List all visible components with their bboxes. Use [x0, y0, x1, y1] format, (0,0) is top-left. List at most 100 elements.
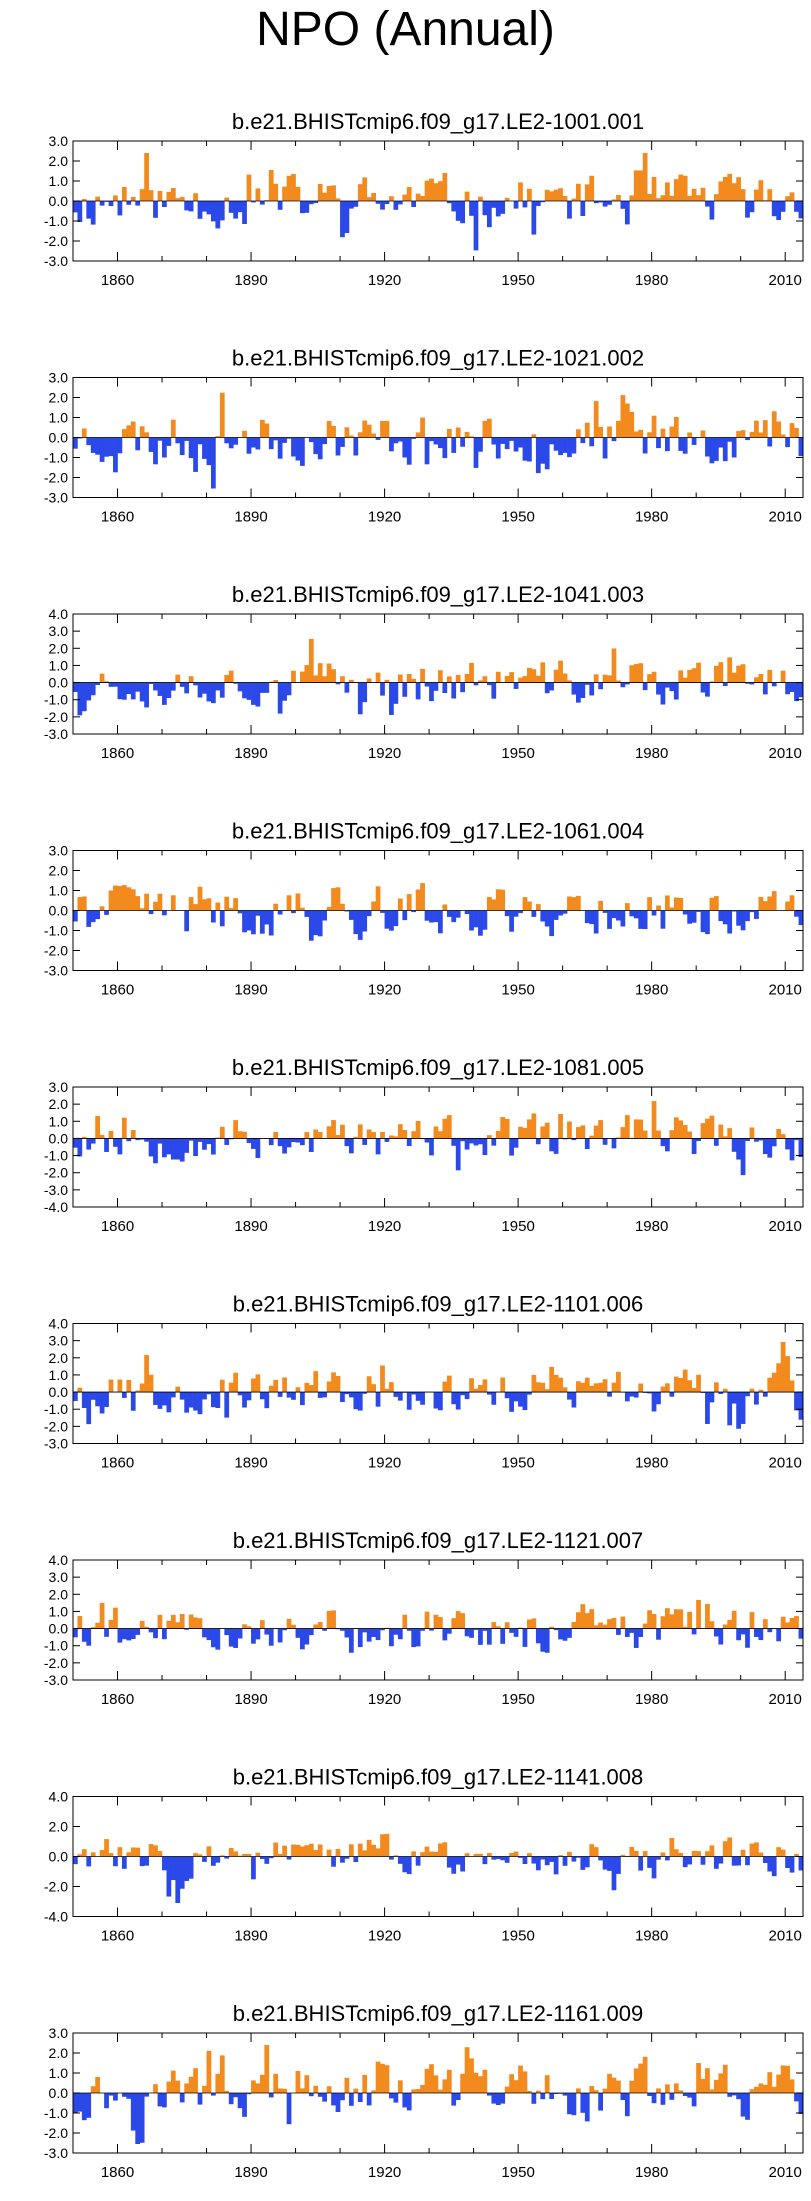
positive-bar	[691, 1850, 697, 1857]
negative-bar	[237, 2093, 243, 2109]
negative-bar	[81, 1628, 87, 1642]
positive-bar	[335, 1375, 341, 1393]
negative-bar	[130, 2093, 136, 2131]
positive-bar	[371, 1844, 376, 1857]
negative-bar	[460, 437, 466, 447]
positive-bar	[749, 1388, 755, 1393]
negative-bar	[469, 1138, 474, 1144]
y-tick-label: 3.0	[49, 2025, 69, 2041]
x-tick-label: 1890	[234, 509, 267, 526]
negative-bar	[353, 437, 359, 456]
negative-bar	[722, 682, 728, 686]
x-tick-label: 1890	[234, 272, 267, 289]
positive-bar	[304, 1845, 310, 1857]
negative-bar	[798, 1628, 804, 1639]
negative-bar	[308, 1628, 314, 1636]
positive-bar	[331, 888, 336, 911]
positive-bar	[326, 420, 332, 438]
y-tick-label: 4.0	[49, 1552, 69, 1568]
negative-bar	[317, 2093, 323, 2097]
negative-bar	[754, 1138, 759, 1142]
negative-bar	[77, 2093, 83, 2112]
negative-bar	[130, 1628, 136, 1640]
negative-bar	[762, 682, 768, 695]
x-tick-label: 1980	[635, 745, 668, 762]
negative-bar	[451, 682, 457, 699]
negative-bar	[740, 2093, 746, 2117]
positive-bar	[442, 173, 448, 201]
positive-bar	[789, 423, 795, 438]
negative-bar	[153, 201, 158, 218]
positive-bar	[638, 170, 644, 201]
negative-bar	[397, 201, 403, 205]
negative-bar	[157, 437, 163, 441]
x-tick-label: 1860	[101, 982, 134, 999]
negative-bar	[780, 201, 786, 212]
positive-bar	[696, 1374, 701, 1393]
negative-bar	[580, 201, 586, 216]
positive-bar	[130, 421, 136, 438]
x-tick-label: 1950	[501, 1455, 534, 1472]
positive-bar	[567, 1121, 572, 1139]
negative-bar	[246, 682, 252, 700]
negative-bar	[673, 682, 679, 700]
negative-bar	[304, 1628, 310, 1645]
x-tick-label: 1950	[501, 509, 534, 526]
positive-bar	[255, 188, 261, 201]
negative-bar	[513, 1392, 519, 1402]
positive-bar	[237, 1855, 243, 1857]
positive-bar	[362, 420, 368, 438]
positive-bar	[540, 1126, 546, 1139]
x-tick-label: 2010	[769, 2164, 802, 2181]
negative-bar	[553, 1856, 559, 1875]
negative-bar	[291, 910, 296, 914]
negative-bar	[406, 2093, 412, 2111]
positive-bar	[678, 1378, 684, 1393]
negative-bar	[513, 910, 519, 917]
positive-bar	[678, 174, 684, 201]
negative-bar	[731, 2093, 737, 2096]
positive-bar	[317, 1131, 323, 1139]
positive-bar	[575, 1127, 581, 1139]
negative-bar	[233, 201, 238, 219]
positive-bar	[633, 2068, 639, 2093]
positive-bar	[286, 175, 292, 201]
positive-bar	[713, 2079, 719, 2093]
x-tick-label: 1890	[234, 745, 267, 762]
positive-bar	[522, 1127, 528, 1139]
positive-bar	[331, 669, 336, 683]
positive-bar	[406, 674, 412, 683]
negative-bar	[629, 910, 635, 917]
positive-bar	[406, 894, 412, 911]
negative-bar	[785, 437, 790, 448]
x-tick-label: 1890	[234, 1928, 267, 1945]
negative-bar	[584, 910, 590, 924]
positive-bar	[607, 675, 612, 683]
y-tick-label: 1.0	[49, 173, 69, 189]
positive-bar	[718, 2073, 724, 2093]
positive-bar	[464, 674, 470, 683]
positive-bar	[495, 671, 501, 683]
negative-bar	[789, 1856, 795, 1873]
negative-bar	[389, 2093, 394, 2099]
positive-bar	[767, 189, 773, 201]
positive-bar	[589, 1135, 595, 1139]
negative-bar	[210, 1138, 216, 1155]
negative-bar	[393, 201, 399, 210]
negative-bar	[402, 437, 408, 458]
positive-bar	[665, 895, 670, 911]
positive-bar	[531, 434, 537, 438]
positive-bar	[259, 2074, 265, 2093]
positive-bar	[148, 1374, 154, 1393]
positive-bar	[304, 1382, 310, 1393]
positive-bar	[633, 170, 639, 201]
negative-bar	[607, 201, 612, 205]
negative-bar	[237, 1392, 243, 1396]
negative-bar	[749, 910, 755, 913]
negative-bar	[162, 910, 167, 916]
negative-bar	[767, 437, 773, 447]
positive-bar	[638, 1383, 644, 1393]
negative-bar	[455, 910, 461, 918]
positive-bar	[589, 2086, 595, 2093]
negative-bar	[242, 910, 247, 933]
